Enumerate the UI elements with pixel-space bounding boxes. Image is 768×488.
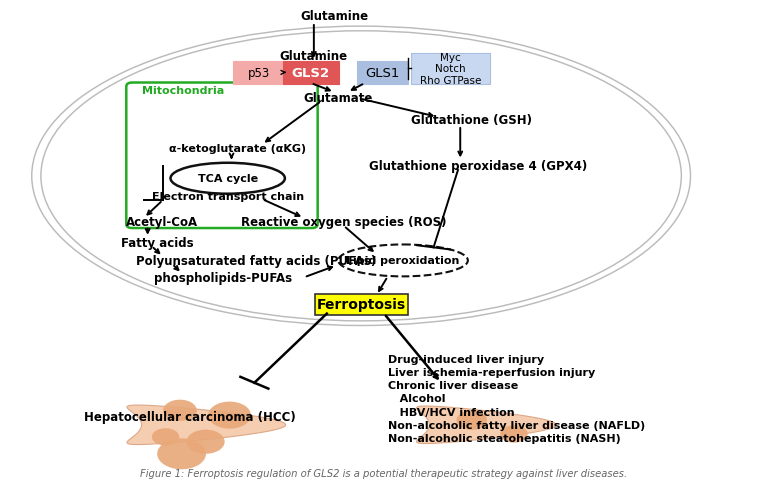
Text: phospholipids-PUFAs: phospholipids-PUFAs (154, 271, 292, 284)
Text: Figure 1: Ferroptosis regulation of GLS2 is a potential therapeutic strategy aga: Figure 1: Ferroptosis regulation of GLS2… (141, 468, 627, 478)
FancyBboxPatch shape (356, 61, 409, 85)
Text: Glutathione (GSH): Glutathione (GSH) (411, 114, 532, 126)
Circle shape (152, 428, 179, 446)
Text: Hepatocellular carcinoma (HCC): Hepatocellular carcinoma (HCC) (84, 410, 296, 423)
Circle shape (187, 430, 225, 454)
Circle shape (208, 402, 251, 429)
Circle shape (157, 438, 206, 469)
Circle shape (456, 411, 487, 430)
Polygon shape (416, 406, 556, 444)
Ellipse shape (170, 163, 285, 194)
Text: Reactive oxygen species (ROS): Reactive oxygen species (ROS) (241, 216, 446, 229)
Text: p53: p53 (248, 67, 270, 80)
Text: Glutamine: Glutamine (300, 10, 369, 23)
Text: Lipid peroxidation: Lipid peroxidation (346, 256, 460, 266)
Circle shape (500, 426, 528, 443)
Text: Mitochondria: Mitochondria (142, 86, 224, 96)
Text: Drug-induced liver injury
Liver ischemia-reperfusion injury
Chronic liver diseas: Drug-induced liver injury Liver ischemia… (388, 354, 645, 443)
Circle shape (163, 400, 197, 421)
FancyBboxPatch shape (233, 61, 285, 85)
FancyBboxPatch shape (316, 295, 408, 315)
Text: Myc
Notch
Rho GTPase: Myc Notch Rho GTPase (419, 53, 481, 86)
Text: Polyunsaturated fatty acids (PUFAs): Polyunsaturated fatty acids (PUFAs) (136, 254, 376, 267)
Text: GLS2: GLS2 (292, 67, 330, 80)
Text: α-ketoglutarate (αKG): α-ketoglutarate (αKG) (169, 143, 306, 153)
Text: Glutamine: Glutamine (280, 50, 348, 63)
FancyBboxPatch shape (283, 61, 339, 85)
Text: Ferroptosis: Ferroptosis (317, 298, 406, 312)
Text: TCA cycle: TCA cycle (197, 174, 258, 184)
Text: GLS1: GLS1 (366, 67, 399, 80)
Text: Glutathione peroxidase 4 (GPX4): Glutathione peroxidase 4 (GPX4) (369, 160, 588, 172)
Polygon shape (127, 405, 286, 445)
FancyBboxPatch shape (411, 53, 490, 85)
Text: Electron transport chain: Electron transport chain (151, 192, 304, 202)
Text: Acetyl-CoA: Acetyl-CoA (126, 216, 198, 229)
Text: Fatty acids: Fatty acids (121, 236, 194, 249)
Ellipse shape (338, 245, 468, 277)
Text: Glutamate: Glutamate (303, 92, 373, 105)
